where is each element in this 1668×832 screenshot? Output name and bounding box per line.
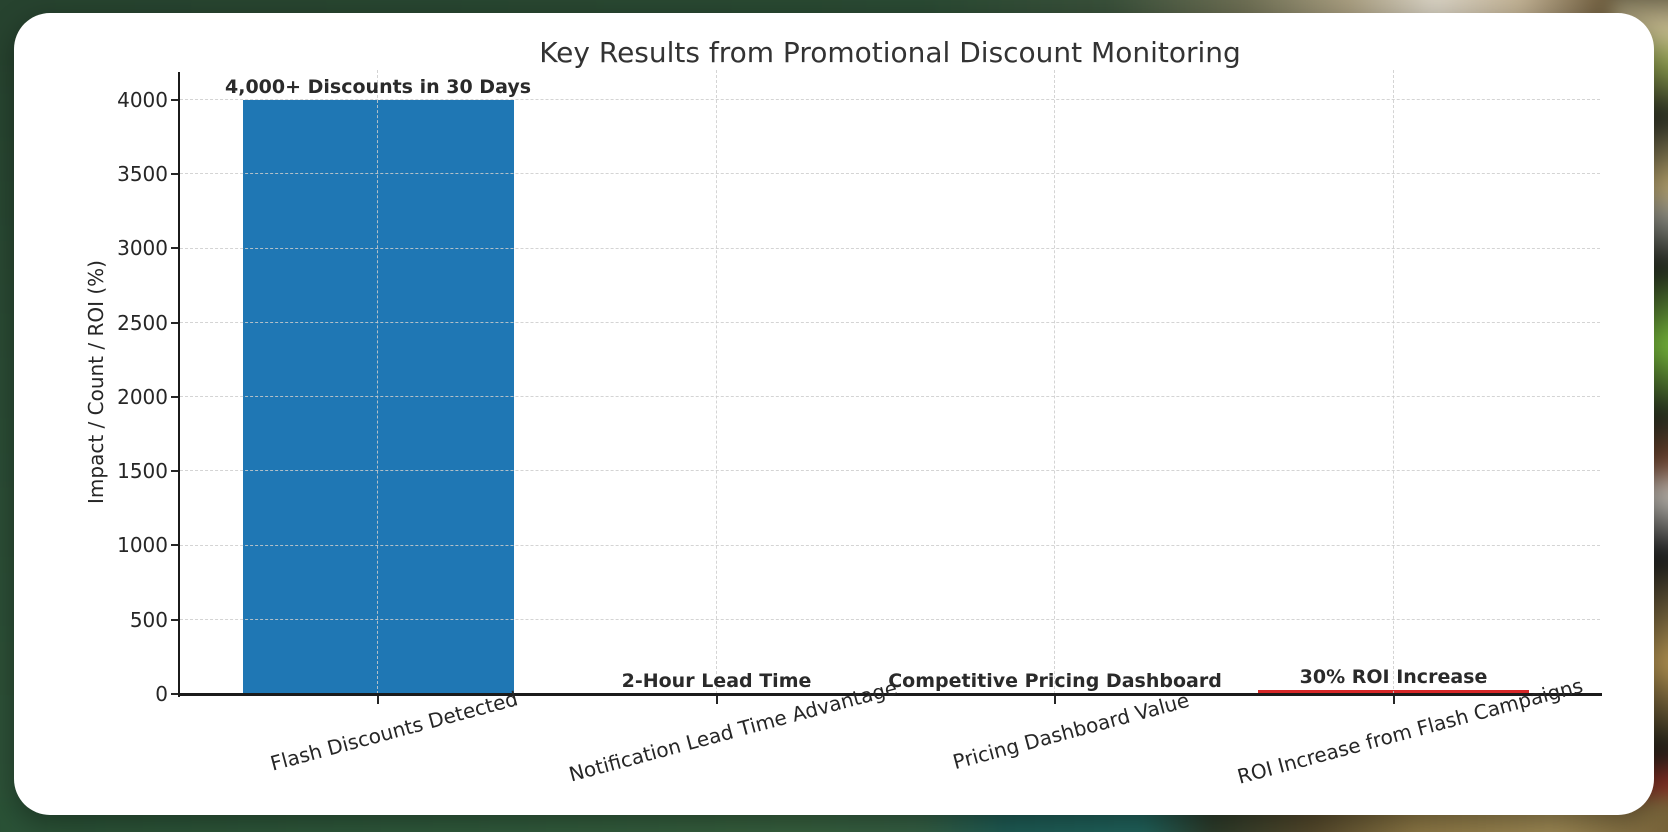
bar-value-label-roi-increase-from-flash-campaigns: 30% ROI Increase xyxy=(1299,665,1488,688)
y-gridline-1500 xyxy=(180,470,1600,472)
y-gridline-4000 xyxy=(180,98,1600,100)
y-axis-spine xyxy=(178,72,180,697)
y-gridline-500 xyxy=(180,618,1600,620)
y-gridline-2500 xyxy=(180,321,1600,323)
y-tick-label-2500: 2500 xyxy=(117,310,168,335)
y-tickmark-1500 xyxy=(171,470,180,473)
y-tickmark-3500 xyxy=(171,173,180,175)
bar-value-label-flash-discounts-detected: 4,000+ Discounts in 30 Days xyxy=(225,75,532,98)
x-gridline-notification-lead-time-advantage xyxy=(715,70,717,694)
y-tickmark-3000 xyxy=(171,247,180,250)
x-tickmark-roi-increase-from-flash-campaigns xyxy=(1392,696,1395,704)
y-tick-label-3500: 3500 xyxy=(117,162,168,186)
x-tickmark-notification-lead-time-advantage xyxy=(715,696,718,704)
y-gridline-3000 xyxy=(180,247,1600,249)
chart-title: Key Results from Promotional Discount Mo… xyxy=(539,36,1241,69)
y-tick-label-2000: 2000 xyxy=(117,384,168,409)
x-gridline-roi-increase-from-flash-campaigns xyxy=(1392,70,1394,694)
y-tick-label-4000: 4000 xyxy=(117,87,168,112)
y-tickmark-500 xyxy=(171,618,180,621)
x-gridline-flash-discounts-detected xyxy=(377,70,379,694)
x-tickmark-flash-discounts-detected xyxy=(377,696,380,704)
y-tick-label-1000: 1000 xyxy=(117,533,168,558)
y-tickmark-2000 xyxy=(171,395,180,398)
y-tickmark-4000 xyxy=(171,98,180,101)
y-tick-label-0: 0 xyxy=(155,682,168,706)
y-tickmark-0 xyxy=(171,693,180,695)
y-gridline-2000 xyxy=(180,396,1600,398)
y-tick-label-500: 500 xyxy=(129,607,168,632)
y-gridline-3500 xyxy=(180,173,1600,175)
y-gridline-1000 xyxy=(180,544,1600,546)
x-axis-spine xyxy=(178,693,1602,696)
bar-value-label-pricing-dashboard-value: Competitive Pricing Dashboard xyxy=(888,670,1222,692)
y-tick-label-1500: 1500 xyxy=(117,459,168,484)
bar-value-label-notification-lead-time-advantage: 2-Hour Lead Time xyxy=(621,669,812,692)
y-tickmark-2500 xyxy=(171,321,180,324)
x-tickmark-pricing-dashboard-value xyxy=(1054,696,1057,704)
y-axis-label: Impact / Count / ROI (%) xyxy=(84,260,108,504)
x-gridline-pricing-dashboard-value xyxy=(1054,70,1056,694)
y-tickmark-1000 xyxy=(171,544,180,547)
y-tick-label-3000: 3000 xyxy=(117,236,168,261)
